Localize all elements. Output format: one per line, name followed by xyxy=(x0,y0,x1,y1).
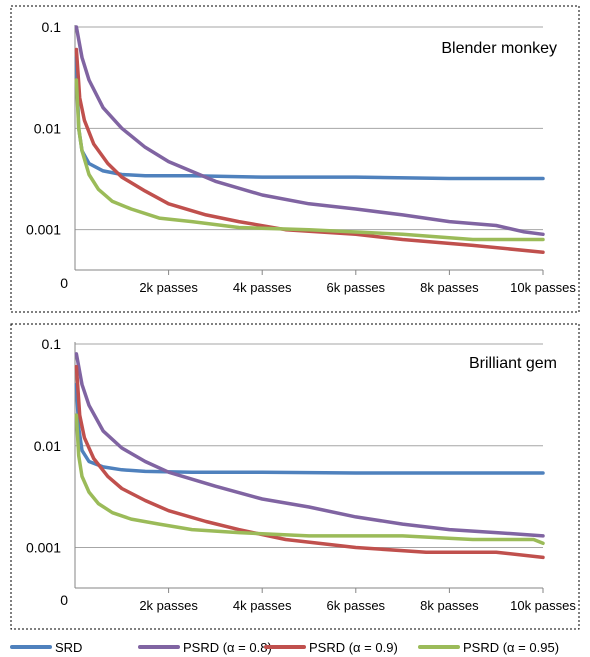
legend-label: SRD xyxy=(55,640,82,655)
y-tick-label: 0.01 xyxy=(34,438,61,454)
series-line-psrd-0.95- xyxy=(74,78,545,242)
legend-label: PSRD (α = 0.95) xyxy=(463,640,559,655)
x-tick-label: 8k passes xyxy=(420,280,479,295)
x-tick-label: 2k passes xyxy=(139,598,198,613)
x-tick-label: 8k passes xyxy=(420,598,479,613)
series-line-srd xyxy=(74,382,545,475)
chart-panel-1: 0.1 0.01 0.001 0 2k passes 4k passes 6k passes… xyxy=(10,5,580,313)
y-tick-label: 0.001 xyxy=(26,540,61,556)
y-tick-label: 0.1 xyxy=(42,19,62,35)
series-line-psrd-0.8- xyxy=(74,25,545,237)
x-tick-label: 6k passes xyxy=(327,280,386,295)
series-line-psrd-0.8- xyxy=(74,352,545,538)
series-line-psrd-0.9- xyxy=(74,47,545,254)
chart-panel-2: 0.1 0.01 0.001 0 2k passes 4k passes 6k passes… xyxy=(10,323,580,630)
x-tick-label: 2k passes xyxy=(139,280,198,295)
y-zero-label: 0 xyxy=(60,275,68,291)
y-tick-label: 0.001 xyxy=(26,222,61,238)
x-tick-label: 6k passes xyxy=(327,598,386,613)
x-tick-label: 4k passes xyxy=(233,598,292,613)
panel-border xyxy=(10,5,580,313)
x-tick-label: 10k passes xyxy=(510,598,576,613)
legend-label: PSRD (α = 0.9) xyxy=(309,640,398,655)
y-zero-label: 0 xyxy=(60,592,68,608)
chart-title: Brilliant gem xyxy=(469,355,557,372)
x-tick-label: 10k passes xyxy=(510,280,576,295)
panel-border xyxy=(10,323,580,630)
legend: SRD PSRD (α = 0.8) PSRD (α = 0.9) PSRD (α =… xyxy=(10,640,559,655)
series-line-srd xyxy=(74,55,545,181)
legend-label: PSRD (α = 0.8) xyxy=(183,640,272,655)
series-line-psrd-0.9- xyxy=(74,364,545,560)
series-line-psrd-0.95- xyxy=(74,413,545,546)
y-tick-label: 0.1 xyxy=(42,336,62,352)
chart-title: Blender monkey xyxy=(441,40,557,57)
x-tick-label: 4k passes xyxy=(233,280,292,295)
y-tick-label: 0.01 xyxy=(34,120,61,136)
